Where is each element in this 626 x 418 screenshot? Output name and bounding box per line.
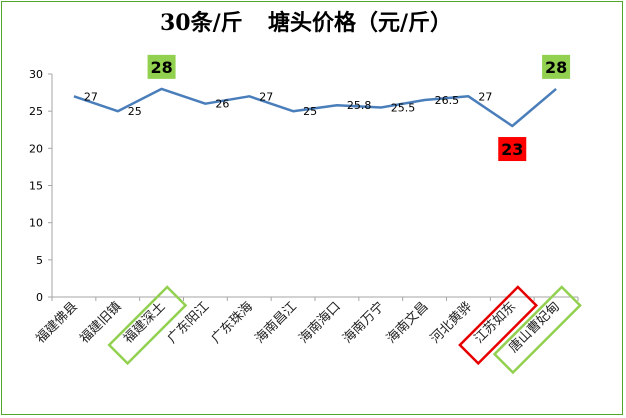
- data-labels: 27 25 26 27 25 25.8 25.5 26.5 27: [84, 90, 492, 118]
- x-category-label: 福建旧镇: [77, 299, 124, 346]
- data-label: 26: [215, 98, 229, 111]
- y-tick-label: 20: [29, 142, 43, 155]
- y-tick-label: 15: [29, 180, 43, 193]
- x-category-label: 海南万宁: [339, 299, 387, 347]
- x-category-label: 海南昌江: [252, 299, 300, 347]
- callout-label: 28: [545, 58, 567, 77]
- category-highlight-boxes: [107, 285, 582, 375]
- data-label: 26.5: [435, 94, 460, 107]
- callout-label: 28: [150, 58, 172, 77]
- x-category-label: 河北黄骅: [428, 299, 475, 346]
- callout-label: 23: [501, 140, 523, 159]
- callout-box: [498, 137, 527, 162]
- category-highlight-box: [107, 285, 188, 366]
- data-label: 25.8: [347, 99, 372, 112]
- series-line: [73, 87, 557, 128]
- x-category-label: 广东珠海: [209, 299, 256, 346]
- x-category-label: 海南海口: [296, 299, 344, 347]
- x-category-label: 福建佛县: [33, 299, 80, 346]
- y-tick-label: 25: [29, 105, 43, 118]
- y-tick-label: 5: [36, 254, 43, 267]
- data-label: 25: [303, 105, 317, 118]
- data-label: 27: [84, 90, 98, 103]
- chart-title-left: 30条/斤: [160, 10, 243, 36]
- x-category-label: 福建深土: [121, 299, 168, 346]
- category-highlight-box: [492, 285, 582, 375]
- data-label: 27: [478, 90, 492, 103]
- x-category-label: 广东阳江: [165, 299, 212, 346]
- category-highlight-box: [458, 285, 539, 366]
- data-label: 27: [259, 90, 273, 103]
- y-tick-label: 10: [29, 217, 43, 230]
- chart-title-right: 塘头价格（元/斤）: [268, 10, 452, 36]
- data-label: 25.5: [391, 101, 416, 114]
- y-tick-label: 30: [29, 68, 43, 81]
- y-axis-ticks: 0 5 10 15 20 25 30: [29, 68, 52, 304]
- callout-box: [542, 54, 571, 79]
- data-label: 25: [128, 105, 142, 118]
- value-callouts: 28 23 28: [147, 54, 571, 162]
- x-category-label: 海南文昌: [383, 299, 431, 347]
- y-tick-label: 0: [36, 291, 43, 304]
- callout-box: [147, 54, 176, 79]
